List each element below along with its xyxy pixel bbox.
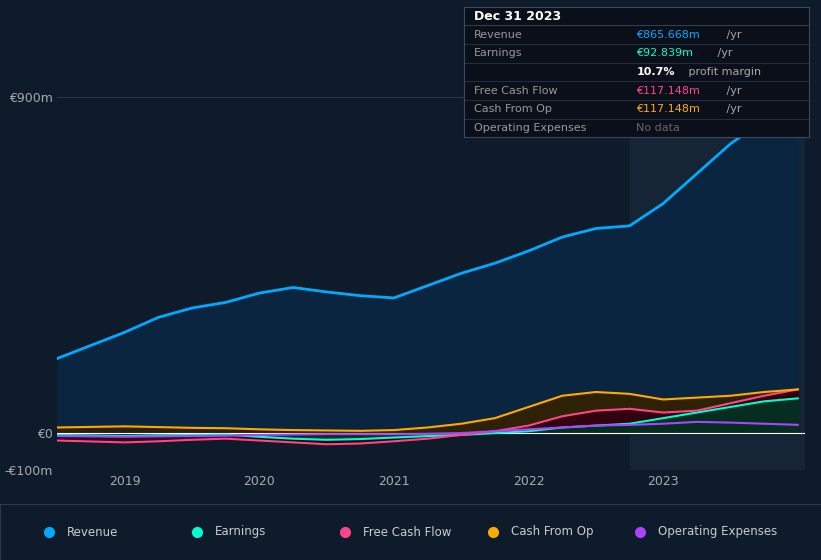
Text: Operating Expenses: Operating Expenses [475,123,586,133]
Text: Revenue: Revenue [67,525,119,539]
Text: Dec 31 2023: Dec 31 2023 [475,10,562,23]
Text: €117.148m: €117.148m [636,104,700,114]
Text: €117.148m: €117.148m [636,86,700,96]
Text: /yr: /yr [723,30,741,40]
Bar [630,78,805,470]
Text: 10.7%: 10.7% [636,67,675,77]
Text: Cash From Op: Cash From Op [511,525,593,539]
Text: Cash From Op: Cash From Op [475,104,552,114]
Text: No data: No data [636,123,680,133]
Text: Operating Expenses: Operating Expenses [658,525,777,539]
Text: Free Cash Flow: Free Cash Flow [363,525,452,539]
Text: /yr: /yr [723,104,741,114]
Text: Earnings: Earnings [475,48,523,58]
Text: Earnings: Earnings [215,525,267,539]
Text: /yr: /yr [723,86,741,96]
Text: €92.839m: €92.839m [636,48,693,58]
Text: €865.668m: €865.668m [636,30,700,40]
Text: Revenue: Revenue [475,30,523,40]
Text: /yr: /yr [713,48,732,58]
Text: Free Cash Flow: Free Cash Flow [475,86,557,96]
Text: profit margin: profit margin [685,67,761,77]
